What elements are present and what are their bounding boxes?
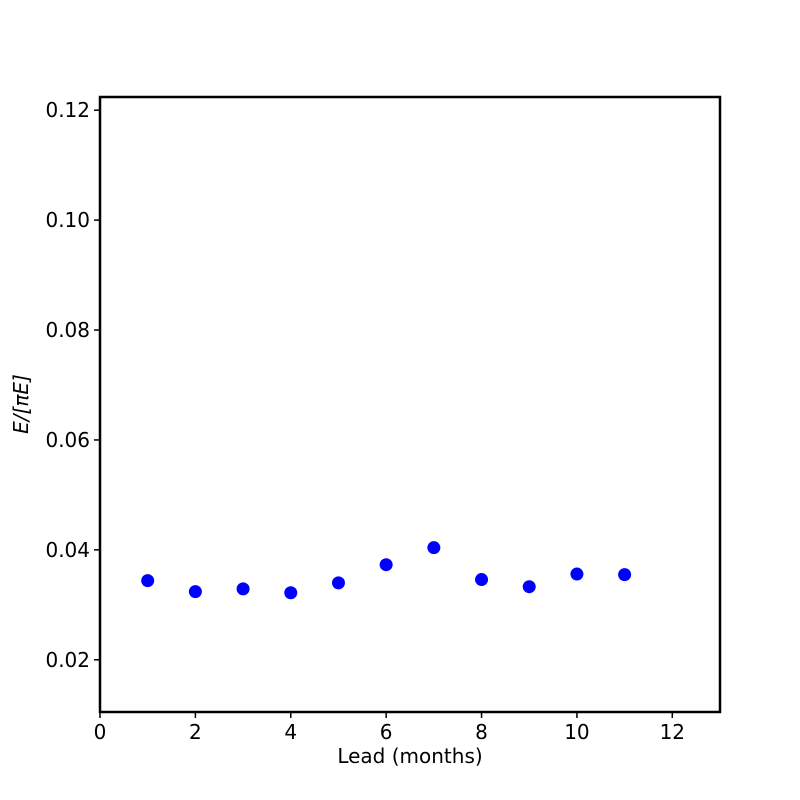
x-axis-label: Lead (months): [337, 744, 482, 768]
point: [236, 582, 250, 596]
y-tick-label: 0.04: [45, 538, 90, 562]
x-tick-label: 6: [380, 720, 393, 744]
y-tick-label: 0.12: [45, 98, 90, 122]
y-tick-label: 0.06: [45, 428, 90, 452]
y-tick-label: 0.10: [45, 208, 90, 232]
x-tick-label: 10: [564, 720, 589, 744]
point: [284, 586, 298, 600]
y-tick-label: 0.02: [45, 648, 90, 672]
point: [570, 567, 584, 581]
plot-frame: [98, 95, 722, 714]
x-tick-label: 2: [189, 720, 202, 744]
point: [427, 541, 441, 555]
x-tick-label: 4: [284, 720, 297, 744]
y-axis-label: E/[πE]: [9, 374, 33, 434]
point: [522, 580, 536, 594]
x-tick-label: 8: [475, 720, 488, 744]
point: [475, 573, 489, 587]
x-tick-label: 0: [94, 720, 107, 744]
point: [379, 558, 393, 572]
point: [141, 574, 155, 588]
point: [188, 585, 202, 599]
point: [618, 568, 632, 582]
x-tick-label: 12: [660, 720, 685, 744]
y-tick-label: 0.08: [45, 318, 90, 342]
point: [331, 576, 345, 590]
